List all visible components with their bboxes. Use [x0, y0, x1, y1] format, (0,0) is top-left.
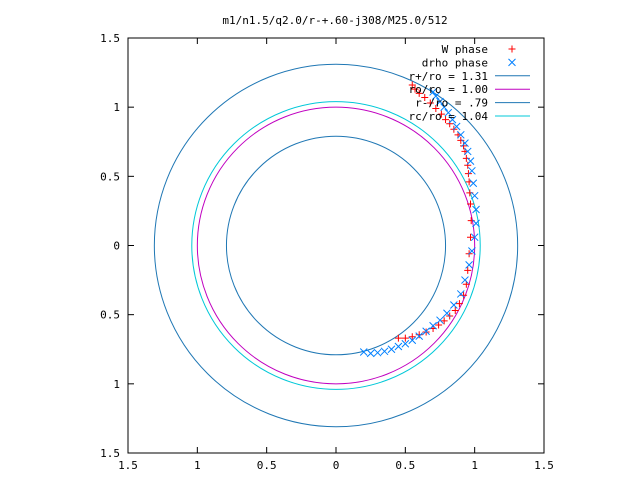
- series-0: [394, 81, 475, 342]
- y-tick-label: 1.5: [100, 32, 120, 45]
- data-point: [394, 342, 403, 351]
- data-point: [436, 316, 444, 325]
- data-point: [468, 166, 476, 175]
- data-point: [429, 321, 437, 330]
- circle-1: [196, 106, 476, 385]
- data-point: [465, 261, 473, 269]
- data-point: [394, 334, 402, 342]
- data-point: [444, 108, 453, 117]
- data-point: [366, 349, 375, 358]
- data-point: [460, 291, 468, 299]
- legend-label: rc/ro = 1.04: [409, 110, 489, 123]
- y-tick-label: 0: [113, 240, 120, 253]
- data-point: [463, 147, 472, 156]
- x-tick-label: 1: [471, 459, 478, 472]
- data-point: [467, 233, 475, 241]
- data-point: [408, 81, 416, 89]
- y-tick-label: 0.5: [100, 309, 120, 322]
- data-point: [448, 115, 457, 124]
- data-point: [429, 88, 437, 96]
- data-point: [436, 97, 444, 106]
- data-point: [408, 333, 416, 341]
- legend-label: drho phase: [422, 56, 488, 69]
- data-point: [408, 336, 417, 345]
- circle-2: [225, 135, 447, 356]
- data-point: [437, 110, 445, 118]
- data-point: [468, 247, 476, 255]
- data-point: [373, 348, 382, 357]
- data-point: [452, 122, 461, 131]
- data-point: [455, 300, 463, 308]
- x-tick-label: 1.5: [118, 459, 138, 472]
- data-point: [469, 179, 478, 188]
- data-point: [432, 105, 440, 113]
- data-point: [401, 334, 409, 342]
- legend-marker: [508, 58, 516, 67]
- data-point: [464, 266, 472, 274]
- data-point: [472, 219, 480, 228]
- data-point: [415, 331, 423, 339]
- data-point: [442, 116, 450, 124]
- x-tick-label: 0.5: [395, 459, 415, 472]
- data-point: [457, 136, 465, 144]
- data-point: [460, 142, 468, 150]
- series-layer: [359, 81, 480, 358]
- legend-label: r-/ro = .79: [415, 97, 488, 110]
- data-point: [467, 200, 475, 208]
- data-point: [446, 120, 454, 128]
- data-point: [440, 103, 449, 112]
- series-1: [359, 88, 480, 358]
- x-tick-label: 1: [194, 459, 201, 472]
- data-point: [456, 290, 465, 298]
- data-point: [461, 139, 469, 147]
- data-point: [451, 307, 459, 315]
- data-point: [431, 92, 440, 100]
- data-point: [426, 99, 434, 107]
- circle-0: [153, 63, 519, 428]
- data-point: [387, 345, 396, 354]
- data-point: [380, 347, 389, 356]
- data-point: [401, 339, 410, 348]
- data-point: [411, 85, 419, 93]
- y-tick-label: 1.5: [100, 447, 120, 460]
- legend-label: ro/ro = 1.00: [409, 83, 488, 96]
- data-point: [443, 309, 451, 318]
- data-point: [450, 301, 458, 309]
- data-point: [415, 332, 424, 340]
- data-point: [461, 276, 469, 284]
- x-tick-label: 0: [333, 459, 340, 472]
- data-point: [456, 130, 465, 139]
- x-tick-label: 1.5: [534, 459, 554, 472]
- data-point: [472, 205, 480, 214]
- chart-title: m1/n1.5/q2.0/r-+.60-j308/M25.0/512: [222, 14, 447, 27]
- data-point: [466, 157, 475, 165]
- circle-3: [191, 101, 481, 390]
- data-point: [470, 191, 479, 200]
- y-tick-label: 0.5: [100, 170, 120, 183]
- data-point: [470, 233, 479, 242]
- x-tick-label: 0.5: [257, 459, 277, 472]
- data-point: [464, 161, 472, 169]
- data-point: [415, 89, 423, 97]
- data-point: [440, 317, 448, 325]
- ticks-layer: 1.5 1 0.5 0 0.5 1 1.51.510.500.511.5: [100, 32, 554, 472]
- data-point: [421, 93, 429, 101]
- y-tick-label: 1: [113, 378, 120, 391]
- data-point: [462, 154, 470, 162]
- data-point: [422, 327, 430, 336]
- data-point: [435, 321, 443, 329]
- circles-layer: [153, 63, 519, 428]
- legend-label: r+/ro = 1.31: [409, 70, 488, 83]
- data-point: [359, 348, 368, 356]
- legend-label: W phase: [442, 43, 488, 56]
- legend-marker: [508, 45, 516, 53]
- y-tick-label: 1: [113, 101, 120, 114]
